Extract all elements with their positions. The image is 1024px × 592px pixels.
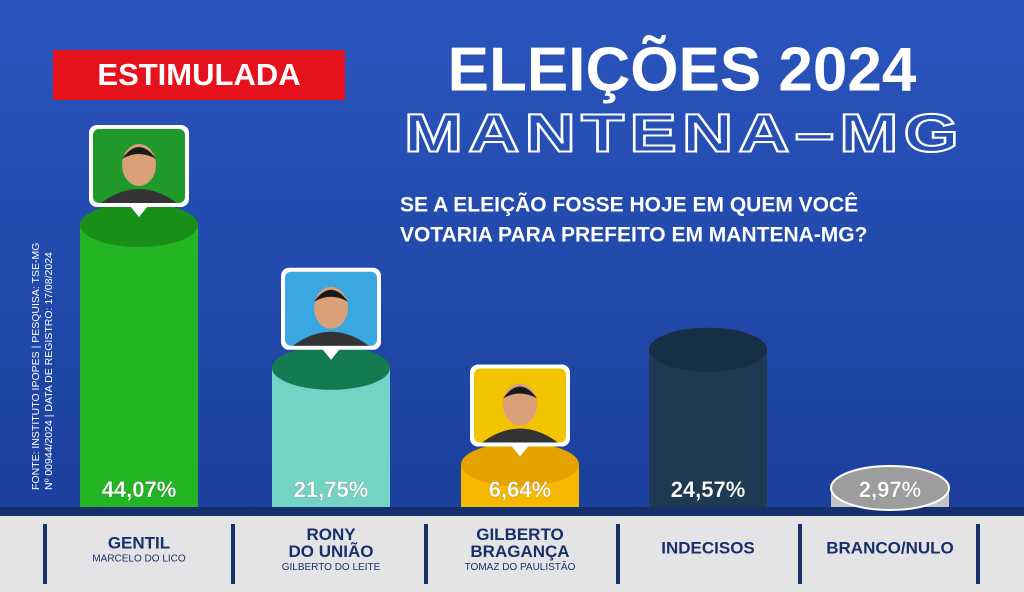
bar-cap bbox=[80, 202, 198, 247]
baseline-band bbox=[0, 507, 1024, 516]
question-line: VOTARIA PARA PREFEITO EM MANTENA-MG? bbox=[400, 224, 867, 247]
title: ELEIÇÕES 2024 bbox=[448, 35, 917, 104]
photo-pointer bbox=[322, 348, 340, 360]
category-label: INDECISOS bbox=[661, 538, 755, 557]
category-label: BRAGANÇA bbox=[470, 542, 569, 561]
category-label: DO UNIÃO bbox=[289, 541, 374, 561]
candidate-photo bbox=[281, 267, 381, 360]
category-sublabel: GILBERTO DO LEITE bbox=[282, 562, 381, 573]
separators bbox=[43, 524, 980, 584]
category-label: RONY bbox=[306, 525, 356, 544]
bar bbox=[272, 367, 390, 507]
photo-pointer bbox=[130, 205, 148, 217]
bar-cap bbox=[272, 345, 390, 390]
photo-hair bbox=[314, 289, 348, 302]
photo-body bbox=[101, 188, 177, 203]
value-label: 24,57% bbox=[671, 477, 746, 502]
category-label: GENTIL bbox=[108, 533, 170, 552]
value-label: 21,75% bbox=[294, 477, 369, 502]
photo-body bbox=[482, 428, 558, 443]
footer bbox=[0, 516, 1024, 592]
question-line: SE A ELEIÇÃO FOSSE HOJE EM QUEM VOCÊ bbox=[400, 193, 858, 217]
candidate-photo bbox=[470, 364, 570, 457]
bar-cap bbox=[830, 464, 950, 511]
photo-pointer bbox=[511, 445, 529, 457]
photo-hair bbox=[503, 386, 537, 399]
badge bbox=[53, 50, 345, 100]
source-line: FONTE: INSTITUTO IPOPES | PESQUISA: TSE-… bbox=[30, 243, 42, 490]
badge-text: ESTIMULADA bbox=[97, 57, 300, 92]
bar-cap bbox=[461, 442, 579, 487]
value-label: 6,64% bbox=[489, 477, 551, 502]
photo-body bbox=[293, 331, 369, 346]
source-line: Nº 00944/2024 | DATA DE REGISTRO: 17/08/… bbox=[43, 252, 55, 490]
bar bbox=[649, 349, 767, 507]
photo-hair bbox=[122, 146, 156, 159]
category-label: GILBERTO bbox=[476, 525, 564, 544]
value-label: 2,97% bbox=[859, 477, 921, 502]
value-label: 44,07% bbox=[102, 477, 177, 502]
bar-cap bbox=[649, 327, 767, 372]
bar bbox=[80, 224, 198, 507]
category-sublabel: TOMAZ DO PAULISTÃO bbox=[465, 560, 576, 573]
category-sublabel: MARCELO DO LICO bbox=[92, 554, 186, 565]
subtitle: MANTENA–MG bbox=[404, 103, 964, 163]
candidate-photo bbox=[89, 124, 189, 217]
category-label: BRANCO/NULO bbox=[826, 538, 954, 557]
